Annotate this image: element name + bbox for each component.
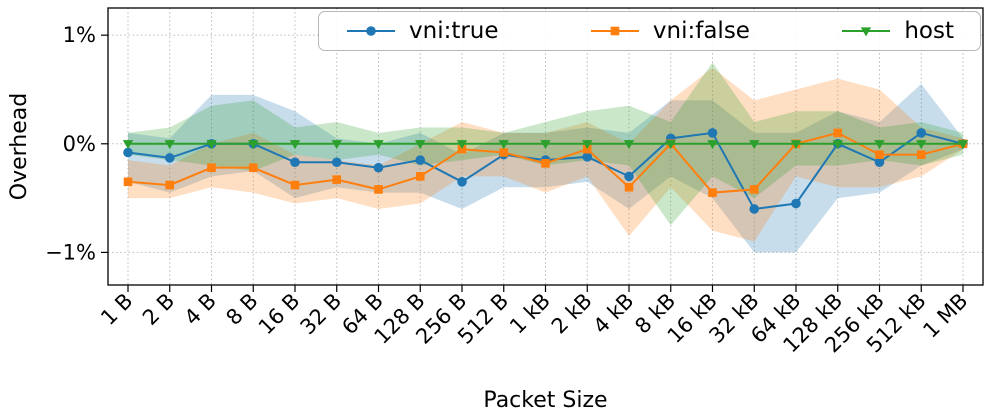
x-tick-label: 2 B xyxy=(138,289,179,330)
legend-item-label: vni:false xyxy=(652,18,750,44)
legend-swatch-triangle-down-icon xyxy=(842,27,891,37)
legend-item-vni-true: vni:true xyxy=(345,18,499,44)
legend: vni:true vni:false host xyxy=(318,11,981,51)
y-tick-label: 1% xyxy=(63,23,96,47)
markers-host xyxy=(122,140,969,150)
x-tick-label: 2 kB xyxy=(547,289,597,339)
x-tick-label: 16 B xyxy=(254,289,305,340)
x-tick-label: 4 B xyxy=(180,289,221,330)
legend-item-vni-false: vni:false xyxy=(589,18,750,44)
legend-item-label: vni:true xyxy=(409,18,499,44)
x-tick-label: 4 kB xyxy=(589,289,639,339)
x-tick-label: 1 kB xyxy=(505,289,555,339)
x-tick-label: 32 B xyxy=(296,289,347,340)
x-tick-label: 1 MB xyxy=(918,289,972,343)
band-vni-false xyxy=(128,67,963,242)
x-axis-label: Packet Size xyxy=(483,388,607,413)
legend-swatch-circle-icon xyxy=(347,26,395,36)
legend-item-label: host xyxy=(904,18,954,44)
x-tick-label: 1 B xyxy=(96,289,137,330)
y-tick-label: −1% xyxy=(45,240,96,264)
legend-swatch-square-icon xyxy=(590,26,639,36)
y-tick-label: 0% xyxy=(63,132,96,156)
y-axis-label: Overhead xyxy=(7,93,32,200)
legend-item-host: host xyxy=(840,18,954,44)
